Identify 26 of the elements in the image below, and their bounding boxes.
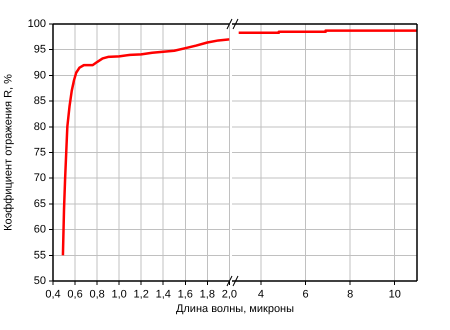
x-tick-label: 10 xyxy=(388,288,401,301)
y-tick-label: 95 xyxy=(34,44,46,56)
y-axis-title: Коэффициент отражения R, % xyxy=(2,74,15,231)
x-axis-title: Длина волны, микроны xyxy=(174,303,296,315)
x-tick-label: 6 xyxy=(302,288,309,301)
x-tick-label: 2,0 xyxy=(222,288,238,301)
x-tick-label: 0,8 xyxy=(89,288,105,301)
x-tick-label: 0,4 xyxy=(45,288,61,301)
x-tick-label: 8 xyxy=(347,288,354,301)
x-tick-label: 1,4 xyxy=(156,288,171,301)
x-tick-label: 1,8 xyxy=(200,288,215,301)
x-tick-label: 1,6 xyxy=(178,288,193,301)
y-tick-label: 70 xyxy=(34,172,46,184)
y-tick-label: 100 xyxy=(28,18,46,30)
y-tick-label: 80 xyxy=(34,120,46,133)
x-tick-label: 0,6 xyxy=(67,288,83,301)
y-tick-label: 85 xyxy=(34,95,46,108)
x-tick-label: 1,0 xyxy=(111,288,127,301)
y-tick-label: 90 xyxy=(34,69,46,82)
x-tick-label: 1,2 xyxy=(134,288,149,301)
x-tick-label: 4 xyxy=(258,288,264,301)
y-tick-label: 60 xyxy=(34,224,46,236)
y-tick-label: 65 xyxy=(34,198,46,210)
y-tick-label: 50 xyxy=(34,275,46,288)
y-tick-label: 75 xyxy=(34,146,46,159)
y-tick-label: 55 xyxy=(34,249,46,262)
